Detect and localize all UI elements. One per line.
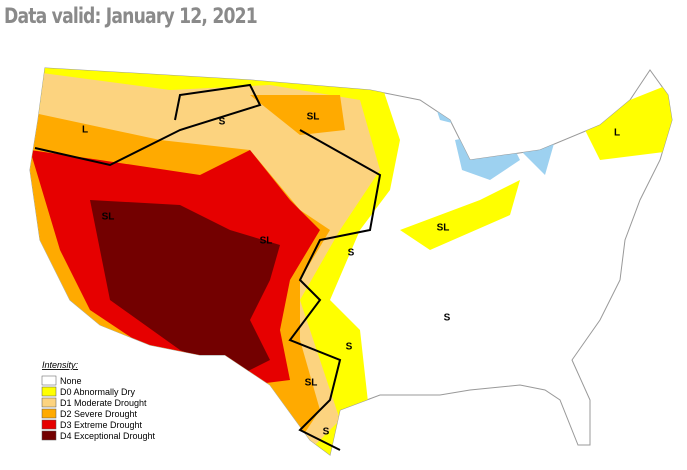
legend-swatch [41, 386, 57, 397]
legend-label: D4 Exceptional Drought [60, 431, 156, 441]
legend-label: D0 Abnormally Dry [60, 387, 136, 397]
map-label: SL [307, 112, 320, 123]
map-label: L [82, 125, 88, 136]
map-label: SL [260, 236, 273, 247]
map-label: S [348, 248, 355, 259]
legend-swatch [41, 419, 57, 430]
map-label: L [614, 128, 620, 139]
legend-title: Intensity: [42, 360, 79, 370]
legend-swatch [41, 397, 57, 408]
map-label: S [346, 342, 353, 353]
legend-swatch [41, 375, 57, 386]
legend-swatch [41, 430, 57, 441]
map-label: SL [305, 378, 318, 389]
map-label: S [323, 427, 330, 438]
legend-label: D1 Moderate Drought [60, 398, 147, 408]
legend-swatch [41, 408, 57, 419]
map-label: S [219, 117, 226, 128]
title: Data valid: January 12, 2021 [4, 4, 258, 28]
impact-lines [34, 83, 382, 451]
legend-label: None [60, 376, 82, 386]
map-label: S [444, 313, 451, 324]
map-label: SL [102, 212, 115, 223]
map-labels: L S SL L SL SL S SL S S SL S [82, 112, 620, 438]
map-label: SL [437, 223, 450, 234]
legend-label: D3 Extreme Drought [60, 420, 143, 430]
legend-label: D2 Severe Drought [60, 409, 138, 419]
